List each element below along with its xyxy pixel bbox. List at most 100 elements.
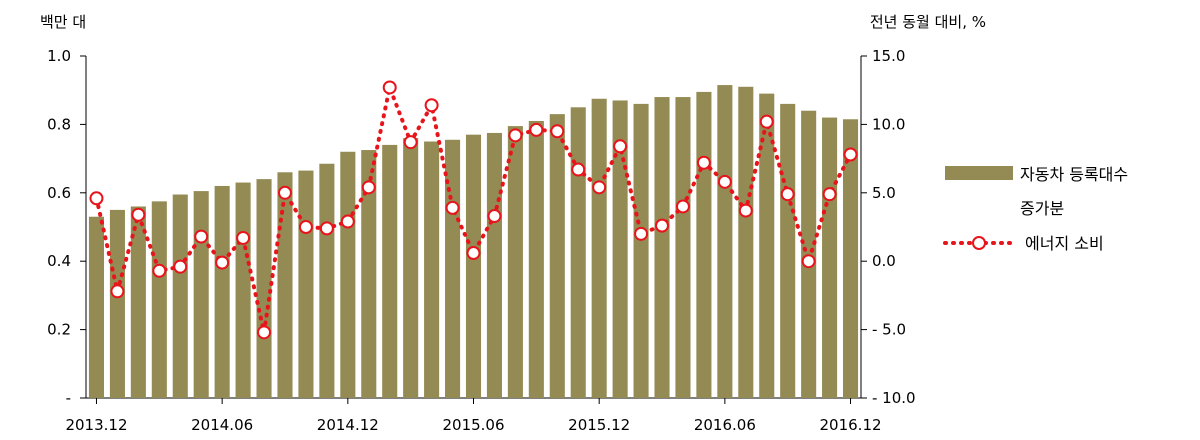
bar [738,86,754,398]
line-point [508,128,523,143]
right-tick-label: 5.0 [872,184,896,202]
bar [696,91,712,398]
line-point [675,199,690,214]
line-point [592,180,607,195]
line-point [257,325,272,340]
legend-bar-swatch [945,166,1013,180]
bar [842,119,859,399]
bar [235,182,251,398]
bar [528,120,544,398]
line-point [424,98,439,113]
left-tick-label: 0.4 [47,252,71,270]
line-point [613,139,628,154]
line-point [131,207,146,222]
line-point [843,147,858,162]
legend-bar-label-line2: 증가분 [1020,199,1064,218]
left-tick-label: 0.6 [47,184,71,202]
bar [780,103,796,398]
x-tick-label: 2014.06 [191,416,253,434]
bar [109,209,125,398]
bar [340,151,356,398]
bar [130,206,146,398]
bar [172,194,188,398]
line-point [550,124,565,139]
left-tick-label: 0.8 [47,115,71,133]
line-point [634,226,649,241]
bar [298,170,314,398]
line-point [382,80,397,95]
x-tick-label: 2014.12 [317,416,379,434]
bar [193,191,209,398]
left-axis-unit: 백만 대 [40,13,86,31]
line-point [340,214,355,229]
line-point [487,209,502,224]
bar [151,201,167,398]
line-point [236,230,251,245]
line-point [780,187,795,202]
bar [361,150,377,398]
legend: 자동차 등록대수 증가분 에너지 소비 [943,165,1128,253]
x-tick-label: 2013.12 [65,416,127,434]
bar [214,185,230,398]
line-point [696,155,711,170]
line-point [801,254,816,269]
line-point [445,200,460,215]
line-point [571,162,586,177]
left-tick-label: - [66,389,71,407]
line-point [361,180,376,195]
bar [507,126,523,399]
line-point [655,218,670,233]
right-tick-label: 15.0 [872,47,905,65]
x-tick-label: 2016.12 [820,416,882,434]
line-point [717,174,732,189]
bar [403,138,419,398]
bar [465,134,482,398]
line-point [403,135,418,150]
x-tick-label: 2016.06 [694,416,756,434]
line-point [110,284,125,299]
bar [445,139,461,399]
line-point [89,191,104,206]
right-tick-label: - 5.0 [872,321,906,339]
bar [675,97,691,398]
bar [486,132,502,398]
line-point [529,122,544,137]
line-point [822,187,837,202]
legend-line-marker [972,236,986,250]
line-point [194,229,209,244]
legend-line-label: 에너지 소비 [1025,234,1104,253]
bar [382,144,398,398]
left-tick-label: 0.2 [47,321,71,339]
bar [591,98,607,398]
line-point [319,221,334,236]
line-point [466,245,481,260]
bar [277,172,293,398]
bar [633,103,649,398]
line-point [298,220,313,234]
line-point [759,114,774,129]
bar [570,107,586,399]
line-point [277,185,292,200]
bar [549,114,565,398]
bar [424,141,440,398]
line-point [173,259,188,274]
right-tick-label: - 10.0 [872,389,916,407]
line-point [215,255,230,270]
x-tick-label: 2015.12 [568,416,630,434]
bar [654,97,670,398]
bar [256,179,272,398]
bar [759,93,775,399]
bar [717,85,733,398]
bar-series [88,85,859,399]
bar [822,117,838,398]
line-series [89,80,858,340]
right-tick-label: 0.0 [872,252,896,270]
right-axis-unit: 전년 동월 대비, % [870,13,986,31]
bar [612,100,628,399]
left-tick-label: 1.0 [47,47,71,65]
legend-bar-label-line1: 자동차 등록대수 [1020,165,1128,184]
right-tick-label: 10.0 [872,115,905,133]
ticks: - 0.2 0.4 0.6 0.8 1.0 - 10.0 - 5.0 0.0 5.0 10.0 15.… [47,47,915,434]
line-point [152,263,167,278]
